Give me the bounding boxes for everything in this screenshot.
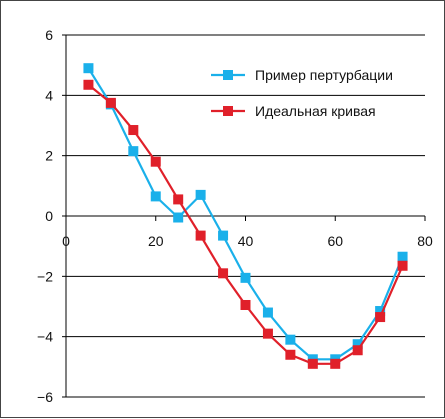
y-tick-label: −4 — [37, 329, 53, 345]
data-point — [83, 79, 94, 90]
data-point — [262, 307, 273, 318]
data-point — [375, 312, 386, 323]
data-point — [375, 306, 386, 317]
data-point — [173, 212, 184, 223]
y-tick-label: 2 — [45, 148, 53, 164]
data-point — [218, 230, 229, 241]
legend-marker — [223, 106, 233, 116]
data-point — [195, 230, 206, 241]
data-point — [218, 268, 229, 279]
y-tick-label: 6 — [45, 27, 53, 43]
data-point — [150, 191, 161, 202]
data-point — [128, 146, 139, 157]
data-point — [173, 194, 184, 205]
x-tick-label: 80 — [417, 233, 433, 249]
y-tick-label: 0 — [45, 208, 53, 224]
data-point — [397, 260, 408, 271]
legend-marker — [223, 70, 233, 80]
series-group — [83, 63, 408, 369]
data-point — [150, 156, 161, 167]
x-tick-label: 60 — [327, 233, 343, 249]
legend: Пример пертурбации Идеальная кривая — [211, 67, 393, 119]
y-tick-label: 4 — [45, 87, 53, 103]
data-point — [128, 125, 139, 136]
x-tick-label: 40 — [238, 233, 254, 249]
data-point — [83, 63, 94, 74]
data-point — [105, 97, 116, 108]
data-point — [240, 299, 251, 310]
data-point — [240, 272, 251, 283]
x-tick-label: 20 — [148, 233, 164, 249]
data-point — [262, 328, 273, 339]
y-tick-label: −2 — [37, 268, 53, 284]
data-point — [195, 189, 206, 200]
data-point — [352, 339, 363, 350]
data-point — [330, 358, 341, 369]
data-point — [307, 358, 318, 369]
legend-label: Идеальная кривая — [255, 103, 376, 119]
data-point — [352, 345, 363, 356]
data-point — [285, 334, 296, 345]
data-point — [397, 251, 408, 262]
legend-label: Пример пертурбации — [255, 67, 393, 83]
y-tick-label: −6 — [37, 389, 53, 405]
data-point — [285, 349, 296, 360]
x-tick-label: 0 — [62, 233, 70, 249]
